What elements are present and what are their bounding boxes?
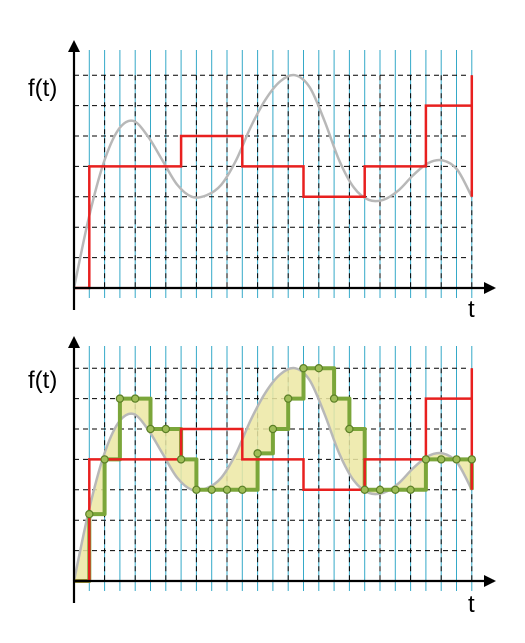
sample-point	[437, 455, 446, 464]
error-area	[74, 368, 472, 581]
sample-point	[176, 455, 186, 464]
top-y-axis-label: f(t)	[28, 75, 57, 102]
sample-point	[314, 364, 323, 373]
sample-point	[161, 424, 170, 434]
sample-point	[299, 364, 308, 373]
sample-point	[467, 455, 476, 464]
quantized-signal	[74, 368, 474, 583]
sample-point	[345, 424, 354, 434]
sample-point	[130, 394, 140, 403]
sample-point	[115, 394, 125, 403]
y-axis-arrowhead	[68, 40, 80, 52]
bottom-y-axis-label: f(t)	[28, 367, 57, 394]
bottom-x-axis-label: t	[468, 591, 475, 618]
x-axis-arrowhead	[484, 282, 496, 294]
sample-point	[375, 485, 385, 494]
sample-point	[238, 485, 247, 494]
sample-point	[100, 455, 109, 464]
sample-point	[268, 424, 278, 434]
sample-point	[253, 449, 262, 458]
sample-point	[421, 455, 431, 464]
top-x-axis-label: t	[468, 296, 475, 323]
y-axis-arrowhead	[68, 336, 80, 348]
sample-point	[452, 455, 461, 464]
analog-signal-curve	[72, 366, 473, 582]
sample-point	[360, 485, 369, 494]
top-panel-continuous-vs-quantized	[68, 40, 496, 310]
quantized-signal	[74, 75, 474, 290]
sample-point	[284, 394, 293, 403]
sample-point	[146, 424, 155, 434]
sample-point	[85, 509, 94, 519]
sample-point	[329, 394, 339, 403]
sample-point	[222, 485, 232, 494]
sample-point	[406, 485, 415, 494]
sample-point	[207, 485, 216, 494]
sample-point	[391, 485, 400, 494]
x-axis-arrowhead	[484, 575, 496, 587]
bottom-panel-sampled-vs-quantized	[68, 336, 496, 603]
analog-signal-curve	[72, 73, 473, 289]
sample-point	[192, 485, 201, 494]
